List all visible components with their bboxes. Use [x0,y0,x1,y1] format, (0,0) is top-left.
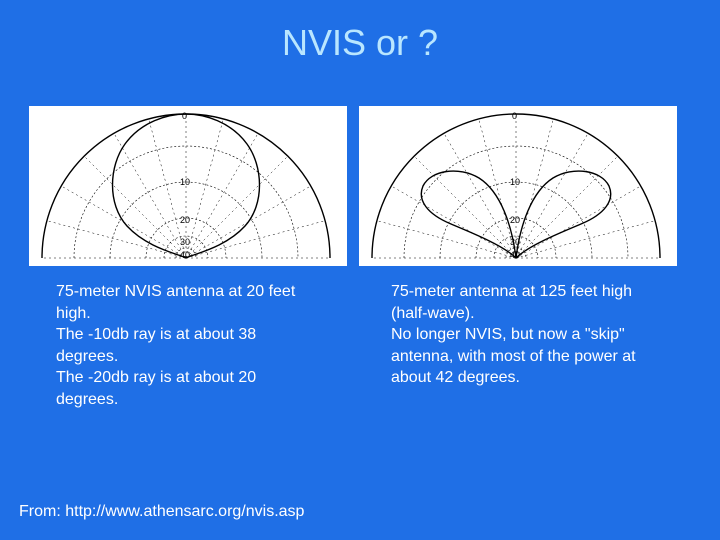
left-ring-label-40: 40 [180,250,190,260]
left-ring-label-20: 20 [180,215,190,225]
right-ring-label-0: 0 [512,111,517,121]
right-grid-ring [371,113,661,259]
left-grid-ring [163,235,209,259]
right-ring-label-10: 10 [510,177,520,187]
right-ring-labels: 0 10 20 30 40 [510,111,520,260]
source-citation: From: http://www.athensarc.org/nvis.asp [19,503,305,520]
right-grid-spoke [414,156,517,259]
left-grid-spoke [185,220,326,259]
right-grid-ring [475,217,557,259]
left-grid-ring [145,217,227,259]
left-grid-spoke [46,220,187,259]
right-grid-spoke [515,118,554,259]
left-ring-label-10: 10 [180,177,190,187]
right-grid-spoke [515,220,656,259]
left-caption-line-3: The -20db ray is at about 20 degrees. [56,369,257,408]
left-grid-ring [73,145,299,259]
right-grid-spoke [515,156,618,259]
left-caption-line-1: 75-meter NVIS antenna at 20 feet high. [56,283,296,322]
right-grid-spoke [391,185,517,259]
right-grid-spoke [515,185,641,259]
slide-title: NVIS or ? [281,22,439,63]
left-radiation-pattern [111,113,261,259]
left-grid-spoke [113,133,187,259]
right-grid [371,113,661,259]
right-ring-label-30: 30 [510,237,520,247]
right-grid-spoke [443,133,517,259]
right-caption: 75-meter antenna at 125 feet high (half-… [391,281,661,389]
right-grid-ring [493,235,539,259]
left-ring-label-0: 0 [182,111,187,121]
left-polar-plot-svg: 0 10 20 30 40 [41,111,331,260]
right-caption-line-1: 75-meter antenna at 125 feet high (half-… [391,283,633,322]
right-ring-label-20: 20 [510,215,520,225]
left-grid-spoke [84,156,187,259]
left-grid-spoke [148,118,187,259]
right-radiation-pattern [420,170,612,259]
right-grid-ring [403,145,629,259]
left-grid-spoke [185,133,259,259]
left-polar-plot: 0 10 20 30 40 [29,106,347,266]
right-grid-spoke [376,220,517,259]
left-caption: 75-meter NVIS antenna at 20 feet high. T… [56,281,311,410]
left-ring-label-30: 30 [180,237,190,247]
left-grid-spoke [185,156,288,259]
right-ring-label-40: 40 [510,250,520,260]
right-grid-spoke [478,118,517,259]
right-caption-line-2: No longer NVIS, but now a "skip" antenna… [391,326,636,386]
right-grid-spoke [515,133,589,259]
left-ring-labels: 0 10 20 30 40 [180,111,190,260]
left-caption-line-2: The -10db ray is at about 38 degrees. [56,326,257,365]
right-polar-plot: 0 10 20 30 40 [359,106,677,266]
right-polar-plot-svg: 0 10 20 30 40 [371,111,661,260]
left-grid-spoke [185,118,224,259]
